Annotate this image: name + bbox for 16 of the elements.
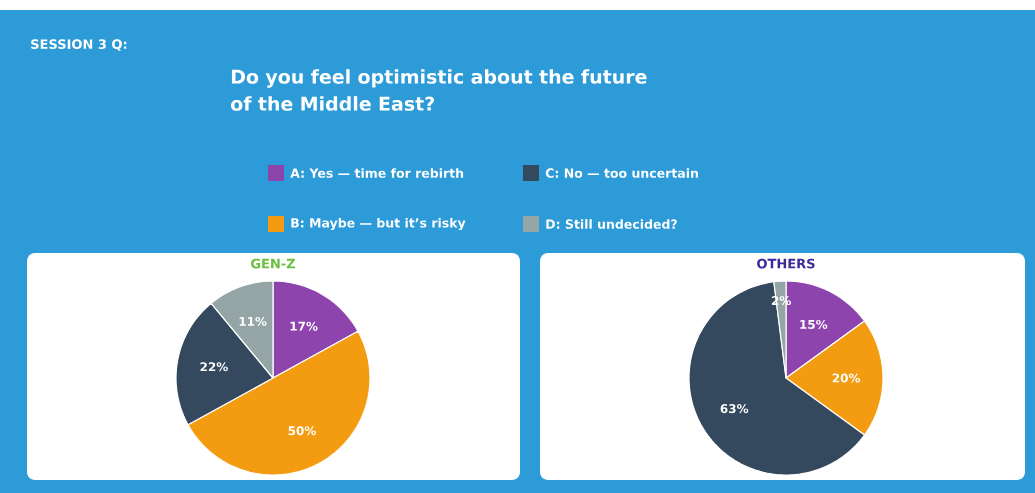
text: Do you feel optimistic about the future of the Middle East? — [231, 69, 647, 111]
text: SESSION 3 Q: — [31, 39, 127, 51]
legend-label: C: No — too uncertain — [545, 168, 698, 178]
legend-label: D: Still undecided? — [546, 219, 677, 229]
text: GEN-Z — [251, 258, 296, 269]
data-label: 11% — [239, 316, 267, 326]
data-label: 50% — [288, 426, 316, 436]
data-label: 15% — [800, 319, 828, 329]
data-label: 20% — [832, 373, 861, 383]
data-label: 22% — [200, 362, 228, 372]
data-label: 2% — [771, 296, 791, 306]
legend-label: A: Yes — time for rebirth — [290, 168, 464, 178]
chart-title: OTHERS — [757, 258, 815, 269]
data-label: 17% — [290, 321, 318, 331]
data-label: 63% — [720, 404, 749, 414]
legend-label: B: Maybe — but it’s risky — [291, 217, 466, 231]
